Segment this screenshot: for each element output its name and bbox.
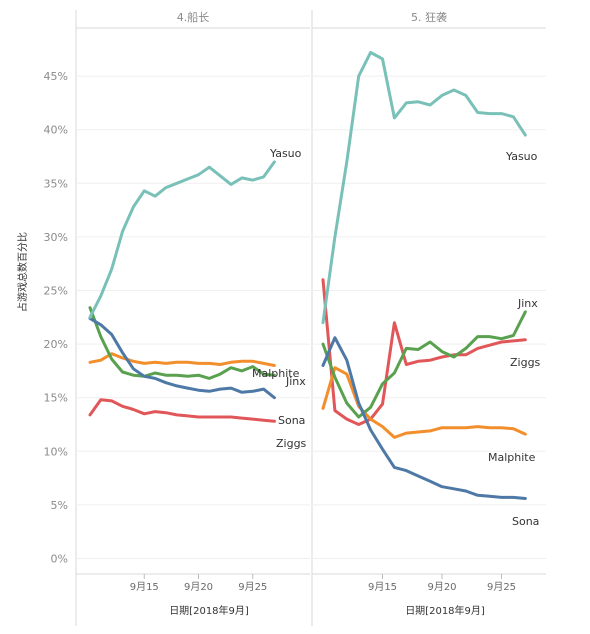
series-label-malphite: Malphite	[252, 367, 300, 380]
x-tick-label: 9月20	[427, 581, 456, 593]
x-axis-title: 日期[2018年9月]	[169, 604, 249, 617]
y-tick-label: 40%	[44, 124, 68, 137]
panel-title: 4.船长	[177, 10, 210, 24]
series-line-jinx	[88, 306, 276, 380]
series-line-sona	[321, 336, 527, 500]
y-axis-title: 占游戏总数百分比	[16, 232, 29, 312]
series-label-yasuo: Yasuo	[505, 150, 538, 163]
series-line-malphite	[321, 366, 527, 439]
x-tick-label: 9月25	[238, 581, 267, 593]
series-line-ziggs	[321, 278, 527, 426]
series-line-malphite	[88, 352, 276, 367]
x-tick-label: 9月25	[487, 581, 516, 593]
series-label-jinx: Jinx	[285, 375, 306, 388]
x-axis-title: 日期[2018年9月]	[405, 604, 485, 617]
y-tick-label: 45%	[44, 70, 68, 83]
panel-title: 5. 狂袭	[411, 10, 447, 24]
series-line-yasuo	[321, 51, 527, 325]
y-tick-label: 35%	[44, 177, 68, 190]
series-label-jinx: Jinx	[517, 297, 538, 310]
y-tick-label: 25%	[44, 285, 68, 298]
series-label-yasuo: Yasuo	[269, 147, 302, 160]
series-line-ziggs	[88, 398, 276, 423]
x-tick-label: 9月15	[130, 581, 159, 593]
series-label-sona: Sona	[512, 515, 539, 528]
series-label-ziggs: Ziggs	[276, 437, 307, 450]
series-label-malphite: Malphite	[488, 451, 536, 464]
series-line-yasuo	[88, 160, 276, 319]
y-tick-label: 10%	[44, 445, 68, 458]
series-line-jinx	[321, 310, 527, 419]
y-tick-label: 20%	[44, 338, 68, 351]
y-tick-label: 0%	[51, 553, 68, 566]
series-line-sona	[88, 316, 276, 400]
x-tick-label: 9月15	[368, 581, 397, 593]
y-tick-label: 5%	[51, 499, 68, 512]
series-label-sona: Sona	[278, 414, 305, 427]
series-label-ziggs: Ziggs	[510, 356, 541, 369]
y-tick-label: 30%	[44, 231, 68, 244]
y-tick-label: 15%	[44, 392, 68, 405]
x-tick-label: 9月20	[184, 581, 213, 593]
